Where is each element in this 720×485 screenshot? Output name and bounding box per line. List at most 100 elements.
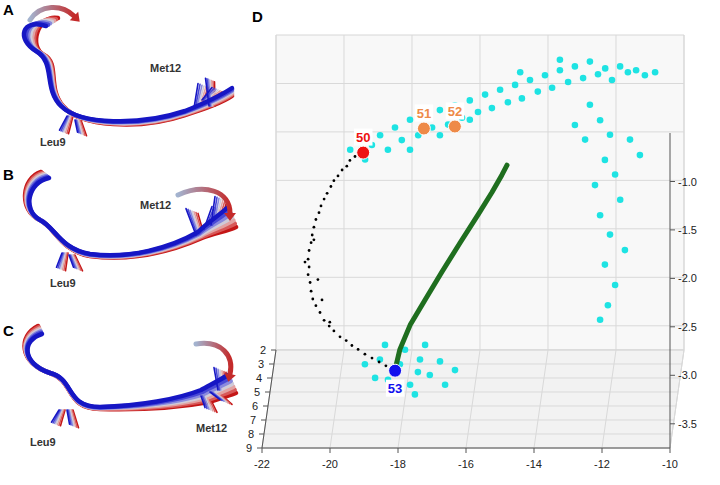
backbone-ribbon bbox=[29, 177, 230, 256]
tick-mark bbox=[670, 181, 675, 182]
scatter-point bbox=[326, 192, 329, 195]
tick-label: -1.5 bbox=[678, 224, 697, 236]
arrow-head bbox=[70, 12, 80, 22]
scatter-point bbox=[399, 137, 406, 144]
residue-label: Met12 bbox=[196, 422, 227, 434]
grid-line bbox=[466, 350, 480, 448]
scatter-point bbox=[637, 152, 644, 159]
scatter-point bbox=[580, 75, 587, 82]
scatter-point bbox=[310, 241, 313, 244]
scatter-point bbox=[320, 205, 323, 208]
scatter-point bbox=[597, 117, 604, 124]
z-axis-line bbox=[670, 133, 671, 448]
tick-mark bbox=[269, 364, 274, 365]
y-axis-line bbox=[262, 350, 276, 448]
side-chain bbox=[67, 410, 70, 424]
scatter-point bbox=[417, 356, 424, 363]
backbone-ribbon bbox=[25, 172, 236, 257]
scatter-point bbox=[317, 278, 320, 281]
side-chain bbox=[76, 120, 79, 133]
scatter-point bbox=[328, 325, 331, 328]
tick-label: 2 bbox=[260, 344, 266, 356]
back-pane bbox=[276, 35, 684, 350]
tick-mark bbox=[271, 350, 276, 351]
scatter-point bbox=[475, 109, 482, 116]
grid-line bbox=[616, 35, 617, 350]
tick-mark bbox=[670, 448, 671, 453]
scatter-point bbox=[407, 381, 414, 388]
trajectory-line bbox=[395, 165, 507, 370]
scatter-point bbox=[339, 335, 342, 338]
scatter-point bbox=[652, 69, 659, 76]
scatter-point bbox=[333, 330, 336, 333]
scatter-point bbox=[517, 69, 524, 76]
scatter-point bbox=[310, 290, 313, 293]
scatter-point bbox=[354, 155, 357, 158]
scatter-point bbox=[315, 304, 318, 307]
scatter-point bbox=[535, 88, 542, 95]
scatter-point bbox=[323, 198, 326, 201]
grid-line bbox=[344, 35, 345, 350]
label-background bbox=[354, 129, 373, 146]
scatter-point bbox=[497, 86, 504, 93]
scatter-point bbox=[371, 357, 374, 360]
side-chain bbox=[69, 255, 74, 267]
grid-line bbox=[534, 350, 548, 448]
scatter-point bbox=[549, 85, 556, 92]
highlight-point bbox=[389, 364, 402, 377]
scatter-point bbox=[313, 226, 316, 229]
scatter-point bbox=[519, 95, 526, 102]
tick-mark bbox=[670, 326, 675, 327]
scatter-point bbox=[333, 179, 336, 182]
tick-label: 9 bbox=[246, 442, 252, 454]
scatter-point bbox=[602, 65, 609, 72]
scatter-point bbox=[557, 56, 564, 63]
scatter-point bbox=[627, 136, 634, 143]
scatter-point bbox=[364, 353, 367, 356]
scatter-point bbox=[587, 101, 594, 108]
tick-label: -16 bbox=[458, 458, 474, 470]
tick-mark bbox=[267, 378, 272, 379]
scatter-point bbox=[482, 91, 489, 98]
highlight-point bbox=[417, 122, 430, 135]
tick-mark bbox=[534, 448, 535, 453]
side-chain bbox=[210, 392, 220, 400]
motion-arrow bbox=[30, 7, 74, 20]
panel-letter: D bbox=[252, 8, 263, 25]
side-chain bbox=[201, 396, 205, 408]
grid-line bbox=[276, 277, 684, 278]
structure-panel bbox=[24, 7, 232, 135]
side-chain bbox=[194, 84, 198, 108]
scatter-point bbox=[505, 99, 512, 106]
label-background bbox=[386, 380, 405, 397]
tick-label: -12 bbox=[594, 458, 610, 470]
scatter-point bbox=[313, 238, 316, 241]
residue-label: Leu9 bbox=[30, 436, 56, 448]
grid-line bbox=[276, 35, 277, 350]
scatter-point bbox=[415, 369, 422, 376]
tick-mark bbox=[330, 448, 331, 453]
backbone-ribbon bbox=[27, 174, 234, 257]
tick-label: 5 bbox=[254, 386, 260, 398]
point-label: 50 bbox=[356, 130, 370, 145]
side-chain bbox=[186, 209, 196, 235]
tick-label: -2.0 bbox=[678, 272, 697, 284]
side-chain bbox=[53, 410, 60, 423]
residue-label: Met12 bbox=[140, 199, 171, 211]
backbone-ribbon bbox=[28, 176, 231, 256]
scatter-point bbox=[311, 298, 314, 301]
side-chain bbox=[68, 410, 71, 425]
tick-mark bbox=[670, 423, 675, 424]
scatter-point bbox=[612, 171, 619, 178]
scatter-point bbox=[572, 63, 579, 70]
grid-line bbox=[276, 180, 684, 181]
scatter-point bbox=[347, 147, 354, 154]
scatter-point bbox=[412, 391, 419, 398]
grid-line bbox=[276, 131, 684, 132]
side-chain bbox=[52, 410, 60, 422]
scatter-point bbox=[345, 165, 348, 168]
grid-line bbox=[272, 378, 680, 379]
tick-label: 3 bbox=[258, 358, 264, 370]
tick-label: -10 bbox=[662, 458, 678, 470]
side-chain bbox=[61, 116, 68, 131]
